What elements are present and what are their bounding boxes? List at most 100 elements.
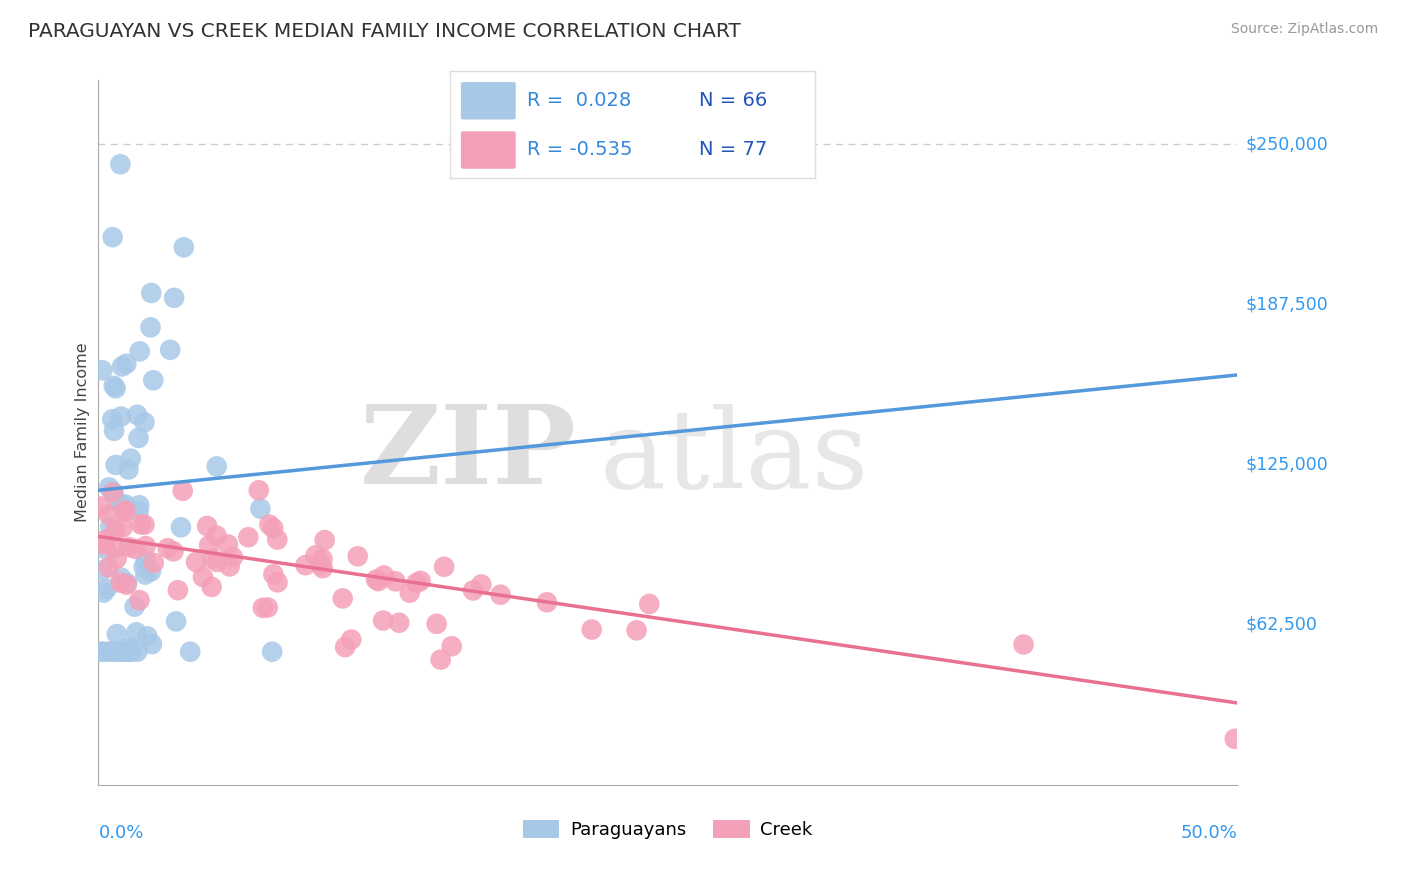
Point — [262, 645, 284, 659]
Point — [101, 412, 124, 426]
Text: $62,500: $62,500 — [1246, 615, 1317, 634]
Point — [114, 498, 136, 512]
Point — [115, 357, 138, 371]
Point — [405, 576, 427, 591]
Point — [103, 379, 125, 393]
Point — [294, 558, 316, 573]
Point — [433, 559, 456, 574]
Point — [259, 517, 281, 532]
Point — [139, 320, 162, 334]
Point — [111, 645, 134, 659]
Text: $125,000: $125,000 — [1246, 456, 1329, 474]
Point — [388, 615, 411, 630]
Point — [115, 576, 138, 591]
Point — [205, 459, 228, 474]
Point — [128, 504, 150, 518]
Point — [135, 539, 157, 553]
Point — [105, 551, 128, 566]
Point — [120, 451, 142, 466]
Point — [117, 645, 139, 659]
Point — [309, 557, 332, 571]
Point — [90, 645, 112, 659]
Point — [134, 517, 156, 532]
Point — [367, 574, 389, 588]
Point — [163, 291, 186, 305]
Point — [101, 230, 124, 244]
Point — [97, 508, 120, 522]
Point — [373, 614, 395, 628]
Point — [97, 560, 120, 574]
Point — [207, 555, 229, 569]
Legend: Paraguayans, Creek: Paraguayans, Creek — [516, 813, 820, 847]
Point — [117, 462, 139, 476]
Point — [626, 624, 648, 638]
Point — [141, 637, 163, 651]
Point — [110, 645, 132, 659]
Point — [172, 483, 194, 498]
Point — [98, 520, 121, 534]
Point — [409, 574, 432, 588]
Point — [1223, 731, 1246, 746]
Point — [247, 483, 270, 498]
Point — [262, 567, 284, 582]
Point — [108, 645, 131, 659]
Point — [142, 373, 165, 387]
Point — [364, 573, 387, 587]
Text: Source: ZipAtlas.com: Source: ZipAtlas.com — [1230, 22, 1378, 37]
Point — [98, 645, 121, 659]
Text: ZIP: ZIP — [360, 401, 576, 508]
Point — [110, 645, 132, 659]
Point — [312, 561, 335, 575]
Point — [332, 591, 354, 606]
Point — [536, 595, 558, 609]
Point — [139, 565, 162, 579]
Point — [252, 600, 274, 615]
Text: R =  0.028: R = 0.028 — [527, 91, 631, 110]
Point — [114, 503, 136, 517]
Point — [127, 645, 149, 659]
Point — [98, 480, 121, 494]
Text: N = 77: N = 77 — [699, 140, 766, 159]
Point — [205, 529, 228, 543]
Point — [201, 551, 224, 566]
Point — [128, 344, 150, 359]
Point — [110, 570, 132, 584]
Point — [132, 559, 155, 574]
Point — [162, 544, 184, 558]
Point — [470, 577, 492, 591]
Point — [110, 157, 132, 171]
Point — [110, 498, 132, 512]
Point — [124, 541, 146, 556]
Text: atlas: atlas — [599, 404, 869, 511]
Point — [398, 585, 420, 599]
Point — [638, 597, 661, 611]
Point — [170, 520, 193, 534]
Point — [340, 632, 363, 647]
Point — [217, 537, 239, 551]
Point — [120, 645, 142, 659]
Point — [114, 505, 136, 519]
Point — [333, 640, 356, 654]
Point — [111, 359, 134, 374]
Point — [111, 520, 134, 534]
Point — [94, 533, 117, 547]
FancyBboxPatch shape — [461, 131, 516, 169]
Point — [96, 582, 118, 596]
Point — [125, 625, 148, 640]
Point — [346, 549, 368, 564]
Text: N = 66: N = 66 — [699, 91, 766, 110]
Point — [266, 533, 288, 547]
Point — [256, 600, 278, 615]
Point — [179, 645, 201, 659]
Text: 50.0%: 50.0% — [1181, 824, 1237, 842]
Point — [129, 517, 152, 532]
Point — [124, 599, 146, 614]
Point — [304, 549, 326, 563]
Point — [135, 553, 157, 567]
Point — [134, 567, 156, 582]
Point — [103, 424, 125, 438]
Point — [136, 629, 159, 643]
FancyBboxPatch shape — [461, 82, 516, 120]
Point — [114, 645, 136, 659]
Point — [104, 381, 127, 395]
